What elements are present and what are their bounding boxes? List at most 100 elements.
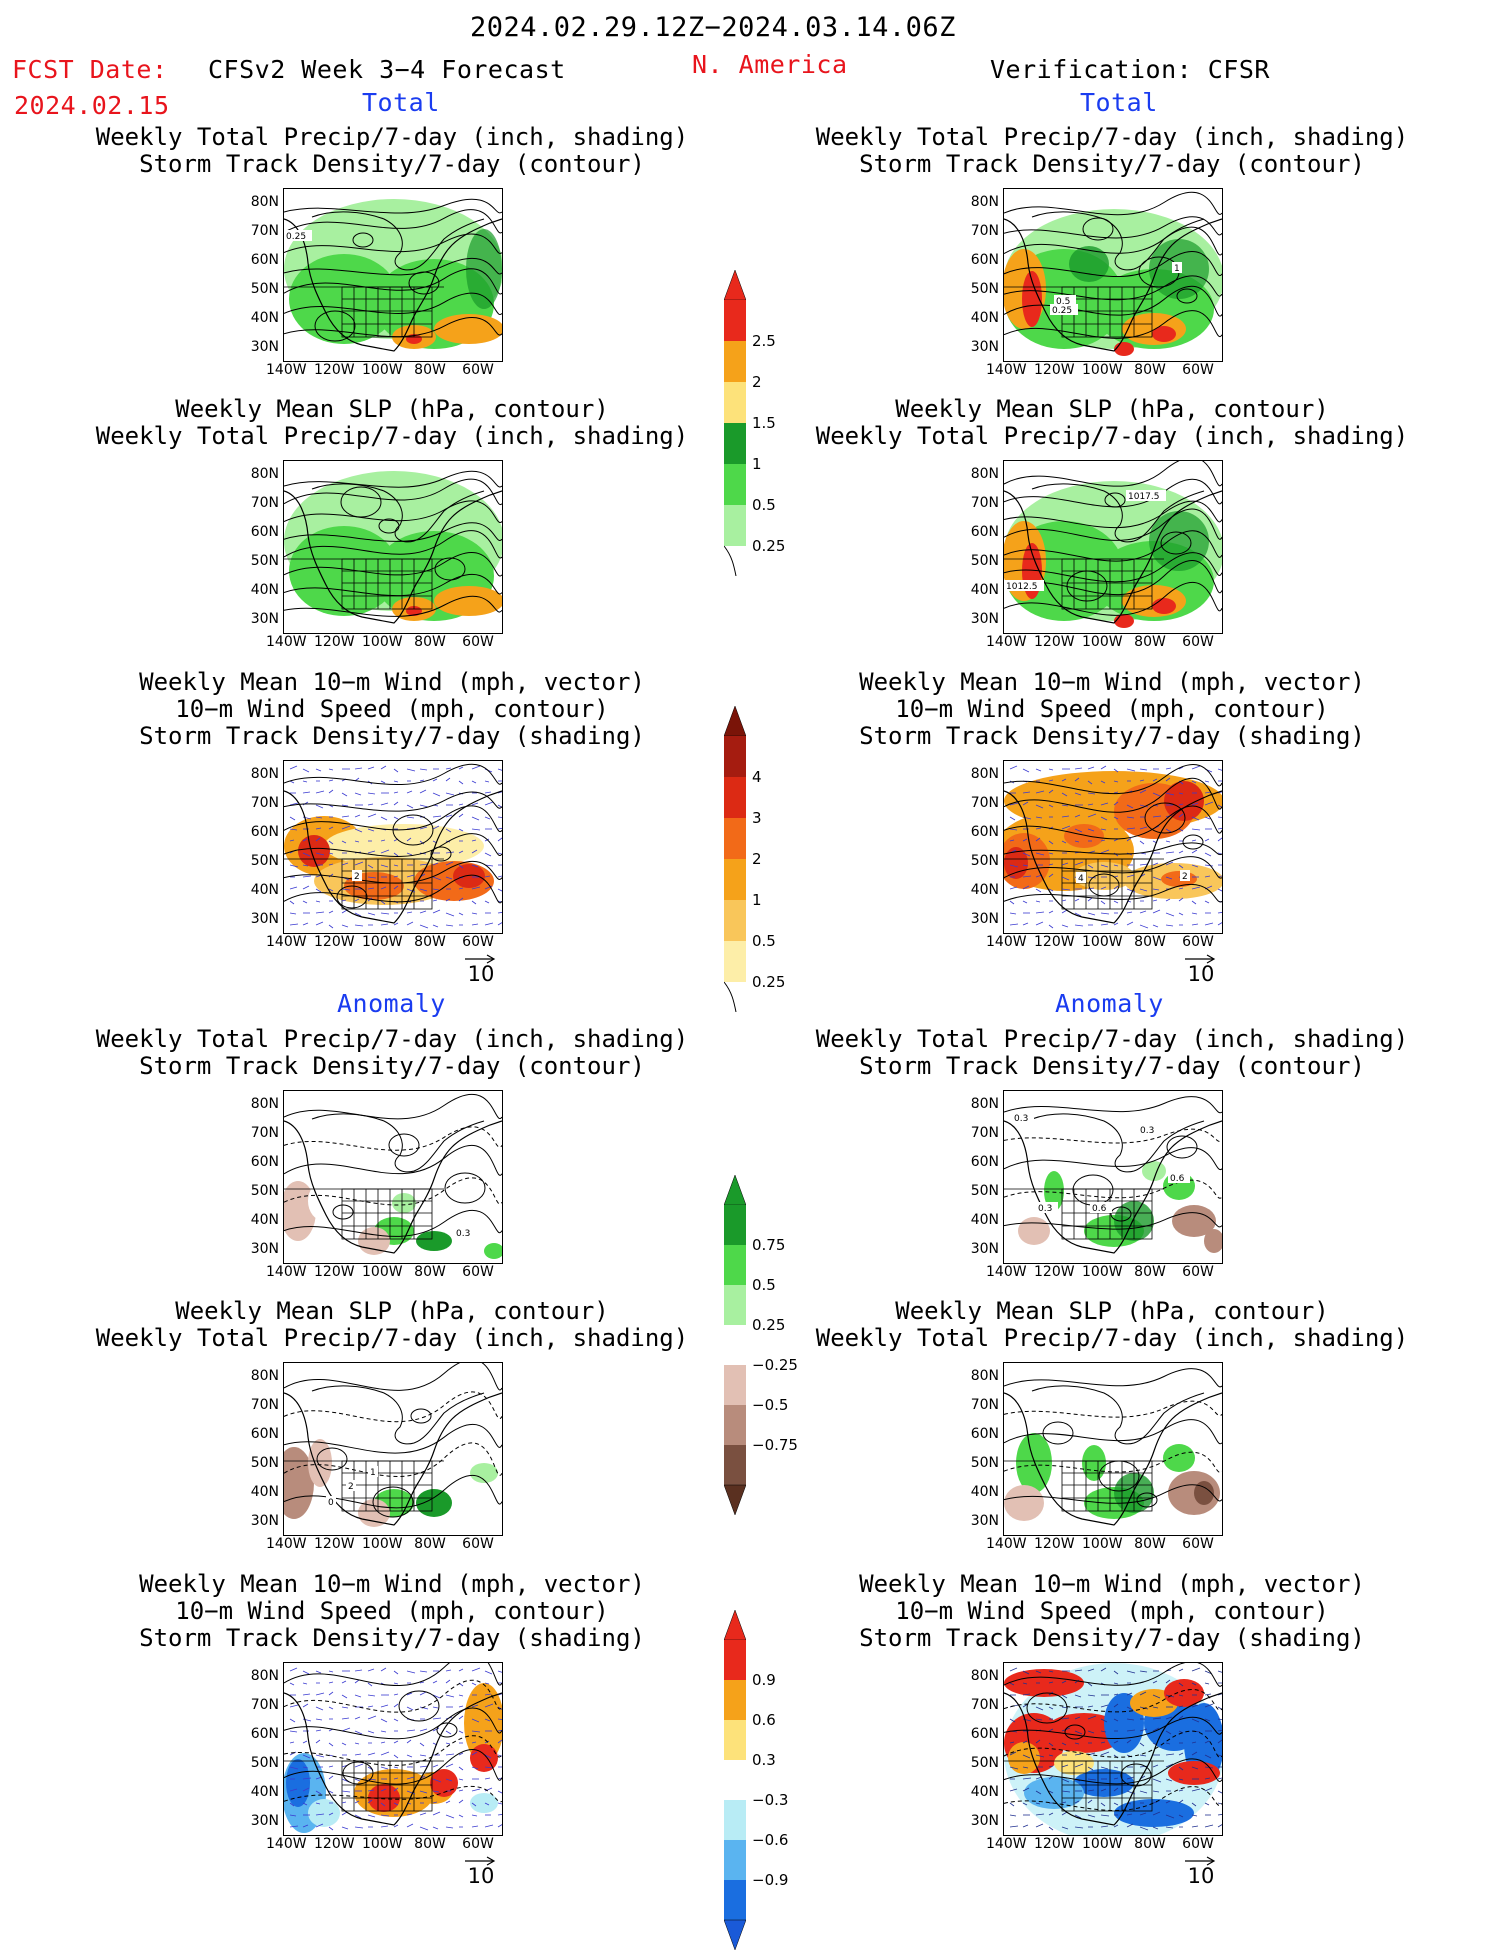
panel-title-line: 10−m Wind Speed (mph, contour): [895, 1597, 1329, 1625]
panel-title-line: Weekly Mean 10−m Wind (mph, vector): [139, 668, 645, 696]
fcst-date-value: 2024.02.15: [14, 91, 170, 120]
ob-precip-anom-title: Weekly Total Precip/7-day (inch, shading…: [782, 1026, 1442, 1080]
lat-label: 70N: [250, 1125, 279, 1141]
lon-label: 120W: [314, 634, 355, 650]
svg-text:1: 1: [1174, 264, 1180, 274]
lon-label: 60W: [462, 634, 494, 650]
lat-label: 60N: [250, 524, 279, 540]
colorbar-label: 0.75: [752, 1236, 786, 1254]
lon-label: 100W: [1082, 362, 1123, 378]
lat-label: 30N: [970, 1513, 999, 1529]
lat-label: 30N: [250, 1241, 279, 1257]
colorbar-label: 2: [752, 373, 762, 391]
lat-label: 30N: [970, 611, 999, 627]
lat-label: 50N: [970, 853, 999, 869]
svg-text:0.5: 0.5: [1056, 297, 1070, 307]
colorbar-precip-anom: 0.75 0.5 0.25 −0.25 −0.5 −0.75: [724, 1175, 798, 1515]
section-anomaly-right: Anomaly: [1055, 989, 1164, 1018]
lat-label: 40N: [970, 1484, 999, 1500]
lat-label: 70N: [250, 495, 279, 511]
lon-label: 140W: [986, 1536, 1027, 1552]
lon-label: 100W: [1082, 1836, 1123, 1852]
svg-text:1012.5: 1012.5: [1006, 582, 1038, 592]
lat-label: 60N: [970, 252, 999, 268]
lat-label: 70N: [250, 1697, 279, 1713]
colorbar-label: 0.6: [752, 1711, 776, 1729]
panel-title-line: 10−m Wind Speed (mph, contour): [175, 1597, 609, 1625]
lat-label: 70N: [970, 1397, 999, 1413]
lat-label: 50N: [250, 1755, 279, 1771]
lat-label: 30N: [970, 911, 999, 927]
lon-label: 100W: [362, 934, 403, 950]
panel-title-line: Weekly Total Precip/7-day (inch, shading…: [95, 1324, 689, 1352]
svg-text:0.3: 0.3: [1038, 1204, 1052, 1214]
ob-slp-total-map: 1017.5 1012.5: [1003, 460, 1223, 634]
lat-label: 40N: [970, 582, 999, 598]
svg-text:0.25: 0.25: [286, 232, 306, 242]
fc-wind-total-map-graphic: 2: [284, 763, 502, 929]
colorbar-label: 0.25: [752, 1316, 786, 1334]
lon-label: 100W: [1082, 634, 1123, 650]
lon-label: 80W: [1134, 934, 1166, 950]
vector-reference-arrow: [465, 1856, 496, 1866]
lat-label: 60N: [970, 524, 999, 540]
colorbar-label: 1.5: [752, 414, 776, 432]
ob-slp-total-title: Weekly Mean SLP (hPa, contour) Weekly Tot…: [782, 396, 1442, 450]
fc-slp-anom-title: Weekly Mean SLP (hPa, contour) Weekly Tot…: [62, 1298, 722, 1352]
lon-label: 60W: [1182, 362, 1214, 378]
lat-label: 70N: [970, 1125, 999, 1141]
ob-wind-anom-map-graphic: [1004, 1663, 1222, 1835]
lat-label: 60N: [250, 1154, 279, 1170]
lon-label: 80W: [1134, 1836, 1166, 1852]
lon-label: 140W: [986, 362, 1027, 378]
fc-precip-total-map: 0.25: [283, 188, 503, 362]
lon-label: 80W: [414, 1536, 446, 1552]
lon-label: 120W: [1034, 1536, 1075, 1552]
lat-label: 50N: [250, 281, 279, 297]
lat-label: 80N: [250, 1096, 279, 1112]
lat-label: 80N: [970, 1096, 999, 1112]
lat-label: 80N: [970, 1368, 999, 1384]
panel-title-line: Weekly Mean 10−m Wind (mph, vector): [139, 1570, 645, 1598]
vector-reference-arrow: [1185, 954, 1216, 964]
colorbar-precip-anom-graphic: [724, 1175, 746, 1515]
lon-label: 120W: [314, 934, 355, 950]
lon-label: 100W: [362, 1536, 403, 1552]
vector-reference-value: 10: [1187, 1864, 1215, 1888]
section-anomaly-left: Anomaly: [337, 989, 446, 1018]
lon-label: 60W: [462, 1836, 494, 1852]
lon-label: 60W: [1182, 1836, 1214, 1852]
lat-label: 30N: [250, 1813, 279, 1829]
lon-label: 120W: [314, 362, 355, 378]
colorbar-label: 0.5: [752, 496, 776, 514]
colorbar-label: 0.5: [752, 932, 776, 950]
fc-wind-total-map: 2: [283, 760, 503, 934]
panel-title-line: Storm Track Density/7-day (shading): [859, 1624, 1365, 1652]
fcst-date-label: FCST Date:: [12, 55, 168, 84]
lon-label: 140W: [986, 934, 1027, 950]
lat-label: 50N: [250, 1455, 279, 1471]
svg-text:0.3: 0.3: [1140, 1126, 1154, 1136]
colorbar-storm-total-graphic: [724, 706, 746, 1012]
ob-precip-anom-map: 0.3 0.3 0.6 0.3 0.6: [1003, 1090, 1223, 1264]
lat-label: 40N: [250, 1784, 279, 1800]
ob-wind-total-title: Weekly Mean 10−m Wind (mph, vector) 10−m …: [782, 669, 1442, 750]
lat-label: 30N: [970, 1241, 999, 1257]
forecast-title: CFSv2 Week 3−4 Forecast: [208, 55, 566, 84]
svg-text:2: 2: [1182, 872, 1188, 882]
lat-label: 60N: [250, 1426, 279, 1442]
verification-title: Verification: CFSR: [990, 55, 1270, 84]
colorbar-label: −0.3: [752, 1791, 789, 1809]
lat-label: 80N: [970, 766, 999, 782]
lat-label: 40N: [970, 1212, 999, 1228]
lon-label: 60W: [1182, 634, 1214, 650]
colorbar-label: 2.5: [752, 332, 776, 350]
lon-label: 140W: [266, 1264, 307, 1280]
lat-label: 50N: [250, 1183, 279, 1199]
lon-label: 140W: [266, 362, 307, 378]
svg-text:0.25: 0.25: [1052, 306, 1072, 316]
lat-label: 70N: [970, 495, 999, 511]
colorbar-label: −0.75: [752, 1436, 798, 1454]
vector-reference-arrow: [1185, 1856, 1216, 1866]
